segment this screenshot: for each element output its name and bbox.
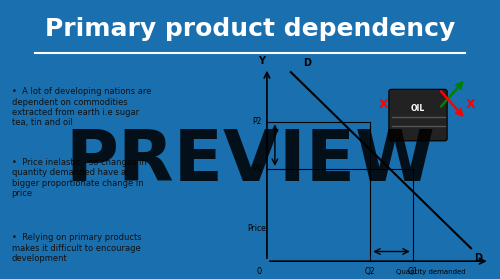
Text: PREVIEW: PREVIEW bbox=[65, 127, 435, 196]
Text: OIL: OIL bbox=[411, 104, 425, 113]
Text: X: X bbox=[378, 98, 388, 111]
Text: •  A lot of developing nations are
dependent on commodities
extracted from earth: • A lot of developing nations are depend… bbox=[12, 87, 151, 127]
FancyBboxPatch shape bbox=[389, 89, 447, 141]
Text: •  Relying on primary products
makes it difficult to encourage
development: • Relying on primary products makes it d… bbox=[12, 233, 141, 263]
Text: 0: 0 bbox=[256, 266, 262, 276]
Text: •  Price inelastic - so changes in
quantity demanded have a
bigger proportionate: • Price inelastic - so changes in quanti… bbox=[12, 158, 146, 198]
Text: Price: Price bbox=[247, 224, 266, 234]
Text: Y: Y bbox=[258, 56, 265, 66]
Text: Quantity demanded: Quantity demanded bbox=[396, 269, 466, 275]
Text: X: X bbox=[466, 98, 476, 111]
Text: D: D bbox=[474, 252, 482, 263]
Text: Q1: Q1 bbox=[408, 266, 418, 276]
Text: D: D bbox=[302, 58, 310, 68]
Text: Primary product dependency: Primary product dependency bbox=[45, 18, 455, 42]
Text: P1: P1 bbox=[252, 164, 262, 173]
Text: P2: P2 bbox=[252, 117, 262, 126]
Text: Q2: Q2 bbox=[365, 266, 376, 276]
